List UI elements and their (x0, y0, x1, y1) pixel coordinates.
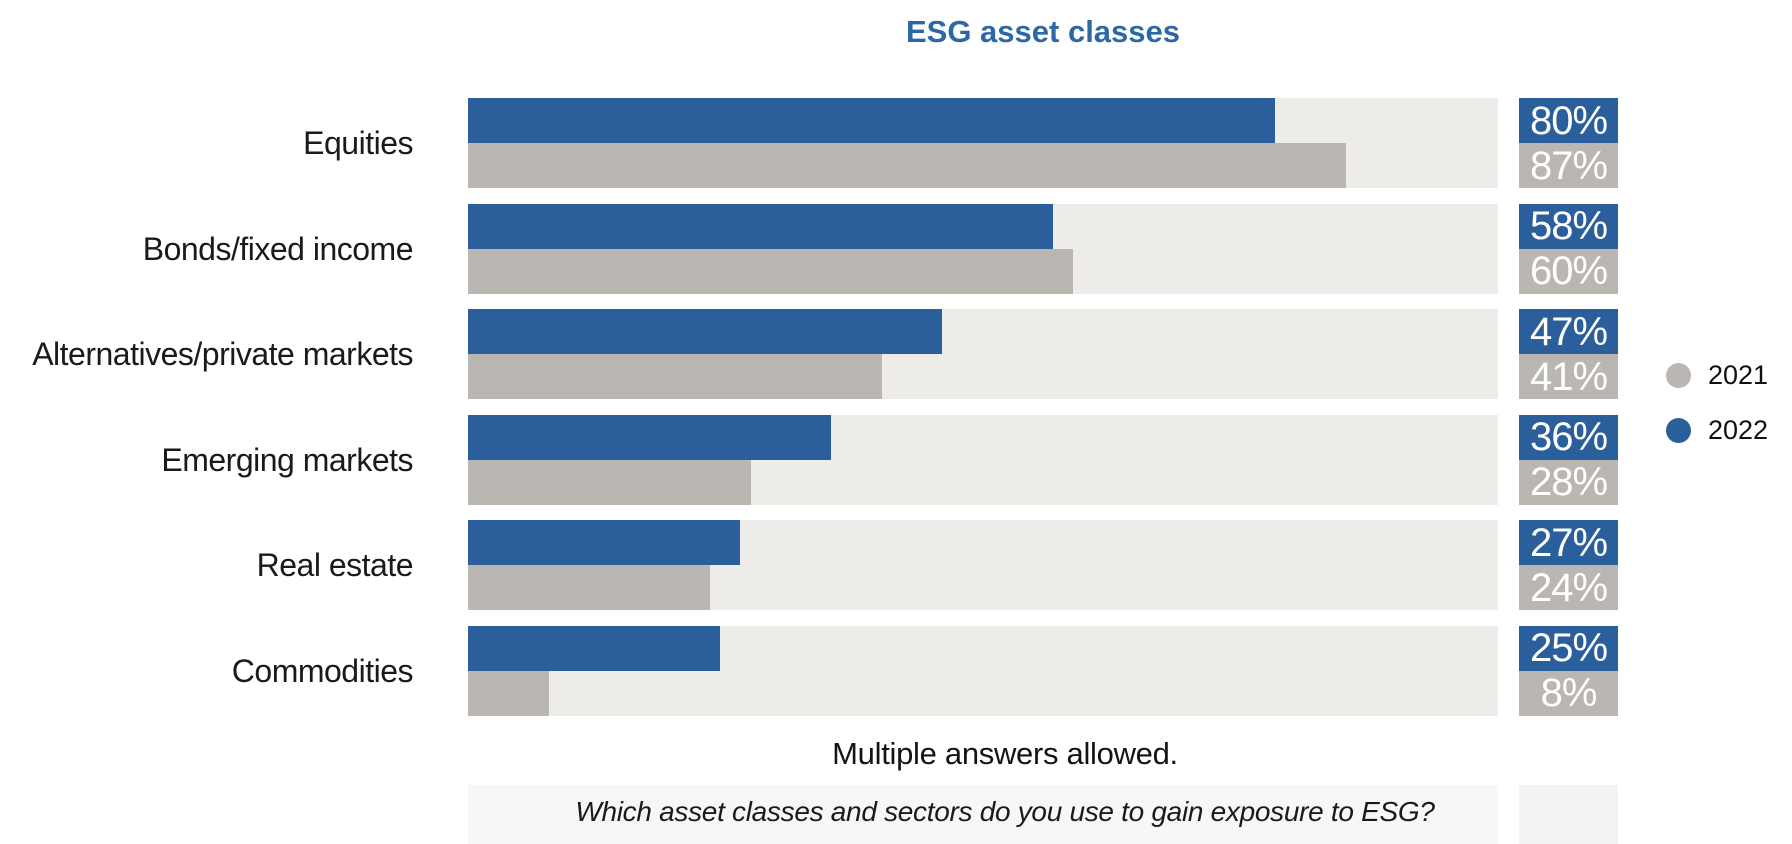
next-row-track-fragment (468, 785, 1498, 844)
bar-2022 (468, 98, 1276, 143)
category-label: Commodities (231, 652, 414, 689)
value-chip-2021: 28% (1519, 459, 1618, 505)
value-chip-2021: 41% (1519, 354, 1618, 400)
bar-track-2021 (468, 459, 1498, 505)
legend: 2021 2022 (1666, 360, 1768, 446)
bar-track-2022 (468, 203, 1498, 249)
value-chip-2021: 24% (1519, 565, 1618, 611)
value-chips: 36% 28% (1519, 414, 1618, 505)
bar-2022 (468, 520, 741, 566)
chart-row-emerging-markets: Emerging markets 36% 28% (0, 414, 1618, 505)
bar-2021 (468, 248, 1074, 294)
bar-2021 (468, 670, 549, 716)
bar-track-2022 (468, 414, 1498, 460)
bar-track-2021 (468, 565, 1498, 611)
value-chip-2022: 36% (1519, 414, 1618, 460)
value-chips: 80% 87% (1519, 98, 1618, 188)
bar-track-2021 (468, 143, 1498, 188)
value-chip-2022: 27% (1519, 520, 1618, 566)
chart-title: ESG asset classes (905, 14, 1181, 49)
category-label: Emerging markets (161, 441, 413, 478)
bar-2022 (468, 203, 1054, 249)
bar-2021 (468, 354, 882, 400)
category-label: Real estate (256, 547, 414, 584)
bar-track-2022 (468, 625, 1498, 671)
bar-track-2022 (468, 309, 1498, 355)
category-label: Equities (303, 125, 413, 161)
chart-row-commodities: Commodities 25% 8% (0, 625, 1618, 716)
value-chips: 27% 24% (1519, 520, 1618, 611)
value-chips: 47% 41% (1519, 309, 1618, 400)
value-chip-2021: 8% (1519, 670, 1618, 716)
next-row-chip-fragment (1519, 785, 1618, 844)
chart-row-alternatives: Alternatives/private markets 47% 41% (0, 309, 1618, 400)
bar-track-2022 (468, 520, 1498, 566)
bar-2022 (468, 414, 832, 460)
value-chip-2022: 58% (1519, 203, 1618, 249)
footnote-text: Multiple answers allowed. (832, 736, 1178, 771)
value-chip-2022: 25% (1519, 625, 1618, 671)
bar-track-2021 (468, 670, 1498, 716)
bar-rows: Equities 80% 87% Bonds/fixed income 58% … (0, 98, 1618, 716)
legend-label: 2021 (1708, 360, 1769, 390)
legend-item-2022: 2022 (1666, 415, 1768, 446)
value-chip-2022: 47% (1519, 309, 1618, 355)
bar-stack (468, 309, 1498, 400)
bar-stack (468, 414, 1498, 505)
bar-2022 (468, 625, 721, 671)
value-chip-2021: 60% (1519, 248, 1618, 294)
value-chips: 25% 8% (1519, 625, 1618, 716)
bar-stack (468, 520, 1498, 611)
survey-question-text: Which asset classes and sectors do you u… (575, 796, 1435, 827)
value-chip-2021: 87% (1519, 143, 1618, 188)
legend-label: 2022 (1708, 415, 1769, 445)
bar-2021 (468, 565, 711, 611)
legend-dot-2021-icon (1666, 363, 1691, 388)
bar-2022 (468, 309, 943, 355)
bar-stack (468, 98, 1498, 188)
bar-stack (468, 625, 1498, 716)
value-chips: 58% 60% (1519, 203, 1618, 294)
chart-row-equities: Equities 80% 87% (0, 98, 1618, 188)
value-chip-2022: 80% (1519, 98, 1618, 143)
category-label: Bonds/fixed income (142, 230, 414, 267)
legend-item-2021: 2021 (1666, 360, 1768, 391)
legend-dot-2022-icon (1666, 418, 1691, 443)
chart-row-real-estate: Real estate 27% 24% (0, 520, 1618, 611)
bar-track-2022 (468, 98, 1498, 143)
chart-footer: Multiple answers allowed. Which asset cl… (400, 736, 1610, 828)
bar-track-2021 (468, 354, 1498, 400)
bar-2021 (468, 459, 751, 505)
bar-stack (468, 203, 1498, 294)
bar-2021 (468, 143, 1346, 188)
chart-row-bonds: Bonds/fixed income 58% 60% (0, 203, 1618, 294)
bar-track-2021 (468, 248, 1498, 294)
category-label: Alternatives/private markets (32, 336, 413, 373)
